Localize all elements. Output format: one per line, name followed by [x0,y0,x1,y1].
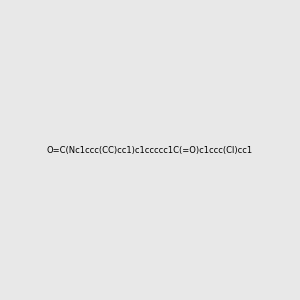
Text: O=C(Nc1ccc(CC)cc1)c1ccccc1C(=O)c1ccc(Cl)cc1: O=C(Nc1ccc(CC)cc1)c1ccccc1C(=O)c1ccc(Cl)… [47,146,253,154]
